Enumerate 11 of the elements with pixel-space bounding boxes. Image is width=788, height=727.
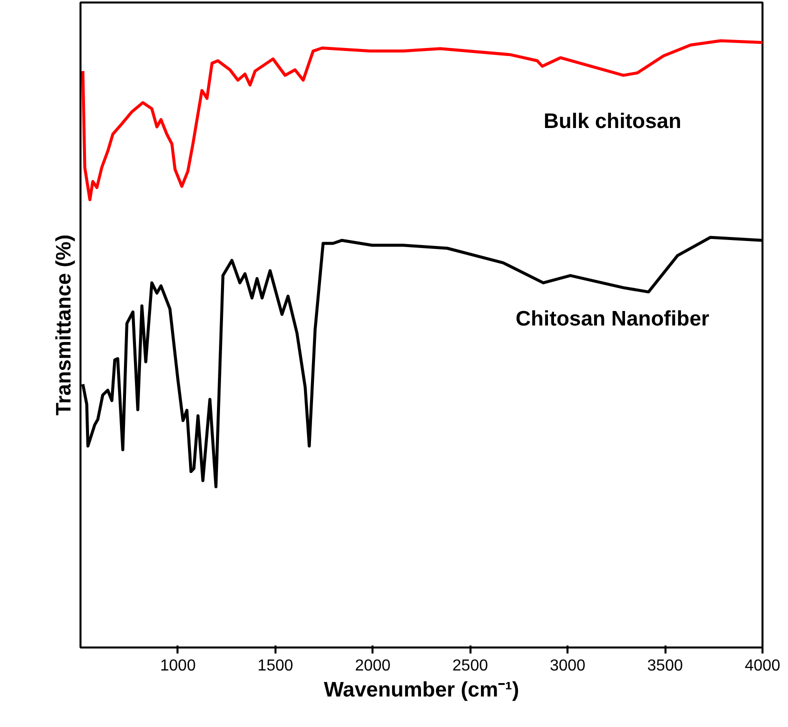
x-tick-label: 2000 xyxy=(354,658,391,674)
x-tick-label: 2500 xyxy=(452,658,488,674)
x-tick-label: 4000 xyxy=(744,658,780,674)
x-tick-label: 1500 xyxy=(258,658,294,674)
x-tick-label: 3000 xyxy=(550,658,586,674)
x-tick-label: 1000 xyxy=(160,658,196,674)
x-axis-title: Wavenumber (cm⁻¹) xyxy=(324,678,520,702)
series-label: Chitosan Nanofiber xyxy=(516,308,710,331)
y-axis-title: Transmittance (%) xyxy=(52,234,76,416)
x-tick-label: 3500 xyxy=(647,658,683,674)
text: Bulk chitosan xyxy=(544,110,682,133)
